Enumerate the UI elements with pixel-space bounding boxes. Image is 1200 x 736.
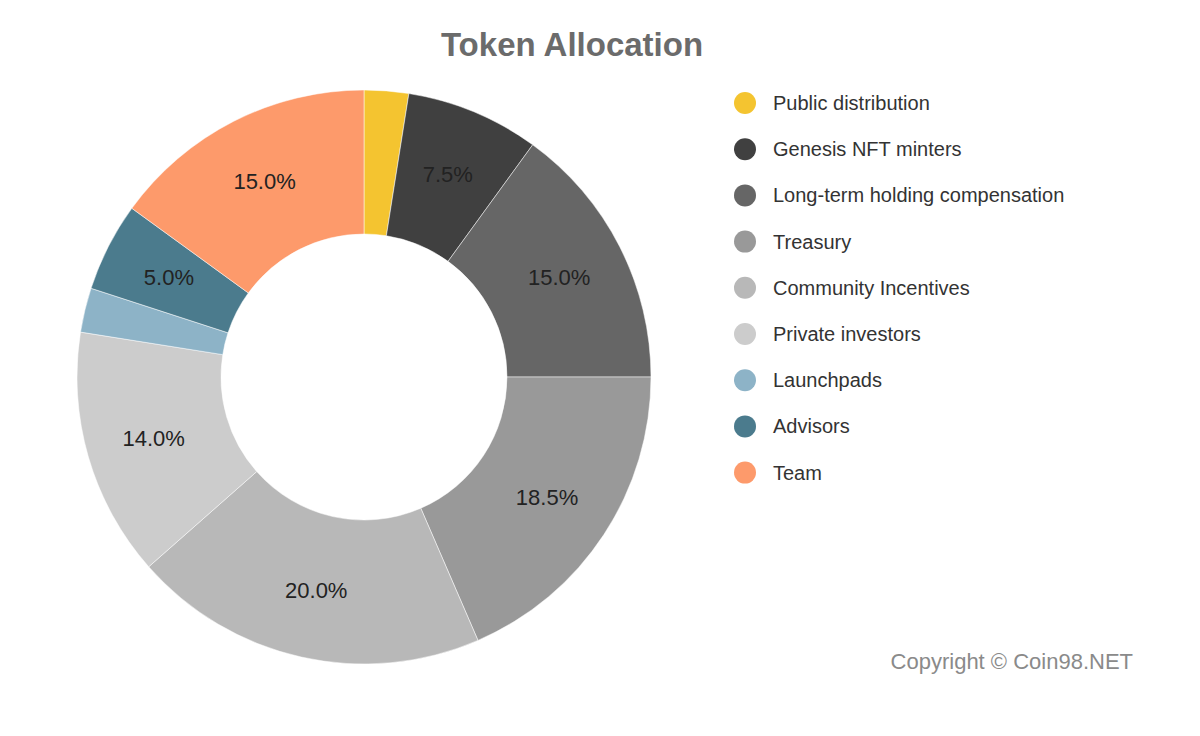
legend-swatch	[734, 184, 756, 206]
legend-swatch	[734, 277, 756, 299]
legend-item: Long-term holding compensation	[734, 184, 1064, 206]
legend-swatch	[734, 92, 756, 114]
legend-swatch	[734, 462, 756, 484]
pie: 7.5% 15.0% 18.5% 20.0% 14.0% 5.0% 15.0%	[77, 90, 651, 664]
data-label: 7.5%	[423, 162, 473, 187]
legend-item: Launchpads	[734, 369, 882, 391]
legend-label: Public distribution	[773, 92, 930, 114]
legend-swatch	[734, 369, 756, 391]
legend-swatch	[734, 415, 756, 437]
legend-label: Team	[773, 462, 822, 484]
data-label: 5.0%	[144, 265, 194, 290]
legend-label: Advisors	[773, 415, 850, 437]
slice	[132, 90, 364, 293]
legend-item: Community Incentives	[734, 277, 970, 299]
legend-label: Launchpads	[773, 369, 882, 391]
data-label: 20.0%	[285, 578, 347, 603]
data-labels: 7.5% 15.0% 18.5% 20.0% 14.0% 5.0% 15.0%	[123, 162, 591, 603]
annotation: Copyright © Coin98.NET	[891, 649, 1133, 674]
legend-label: Long-term holding compensation	[773, 184, 1064, 206]
slices	[77, 90, 651, 664]
slice	[448, 145, 651, 377]
legend-item: Treasury	[734, 231, 851, 253]
title: Token Allocation	[441, 26, 703, 63]
legend-label: Genesis NFT minters	[773, 138, 962, 160]
legend-item: Team	[734, 462, 822, 484]
legend-swatch	[734, 231, 756, 253]
data-label: 14.0%	[123, 426, 185, 451]
legend-item: Private investors	[734, 323, 921, 345]
legend-swatch	[734, 323, 756, 345]
legend-item: Public distribution	[734, 92, 930, 114]
legend-label: Private investors	[773, 323, 921, 345]
legend-label: Treasury	[773, 231, 851, 253]
slice	[77, 332, 257, 567]
data-label: 18.5%	[516, 485, 578, 510]
data-label: 15.0%	[528, 265, 590, 290]
data-label: 15.0%	[233, 169, 295, 194]
legend-item: Genesis NFT minters	[734, 138, 962, 160]
legend-label: Community Incentives	[773, 277, 970, 299]
legend-item: Advisors	[734, 415, 850, 437]
chart: Token Allocation 7.5% 15.0% 18.5% 20.0% 14.0%…	[0, 0, 1200, 736]
legend-swatch	[734, 138, 756, 160]
legend: Public distribution Genesis NFT minters Lo…	[734, 92, 1064, 484]
